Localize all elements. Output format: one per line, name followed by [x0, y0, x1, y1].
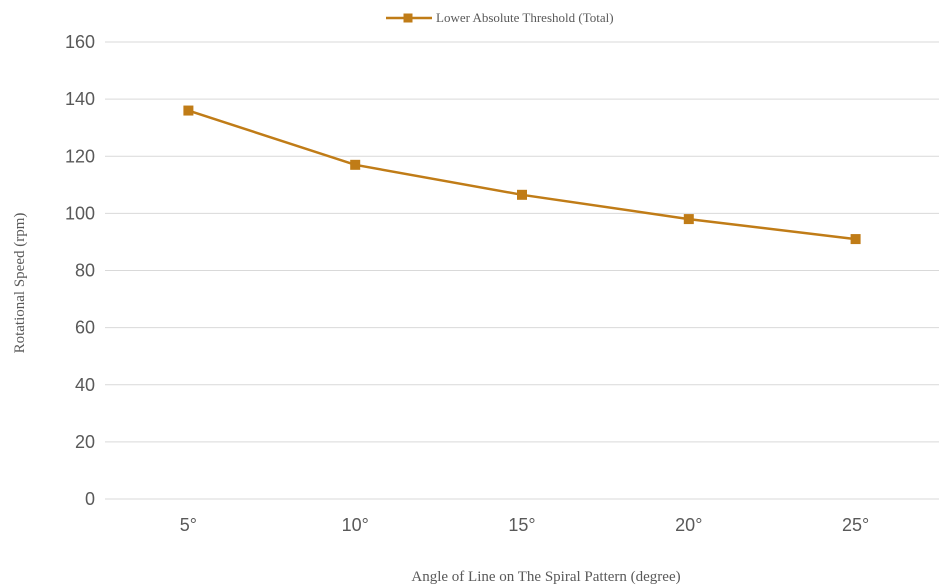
y-axis-title: Rotational Speed (rpm)	[12, 213, 28, 354]
y-tick-label: 100	[65, 203, 95, 223]
series-line	[188, 109, 856, 241]
y-tick-label: 120	[65, 146, 95, 166]
y-tick-label: 140	[65, 89, 95, 109]
data-point	[850, 234, 861, 245]
y-tick-label: 20	[75, 432, 95, 452]
data-point	[683, 214, 694, 225]
y-tick-label: 60	[75, 318, 95, 338]
gridlines	[105, 41, 939, 500]
x-axis-ticks: 5° 10° 15° 20° 25°	[180, 515, 869, 535]
series-group	[183, 105, 861, 245]
x-tick-label: 25°	[842, 515, 869, 535]
legend-label: Lower Absolute Threshold (Total)	[436, 10, 614, 25]
x-axis-title: Angle of Line on The Spiral Pattern (deg…	[411, 569, 680, 585]
x-tick-label: 5°	[180, 515, 197, 535]
y-tick-label: 80	[75, 261, 95, 281]
y-axis-ticks: 0 20 40 60 80 100 120 140 160	[65, 32, 95, 509]
y-tick-label: 160	[65, 32, 95, 52]
legend: Lower Absolute Threshold (Total)	[386, 10, 614, 25]
x-tick-label: 15°	[508, 515, 535, 535]
y-tick-label: 0	[85, 489, 95, 509]
legend-marker-icon	[403, 13, 413, 23]
data-point	[183, 105, 194, 116]
data-point	[350, 159, 361, 170]
y-tick-label: 40	[75, 375, 95, 395]
x-tick-label: 20°	[675, 515, 702, 535]
data-point	[517, 189, 527, 200]
x-tick-label: 10°	[342, 515, 369, 535]
